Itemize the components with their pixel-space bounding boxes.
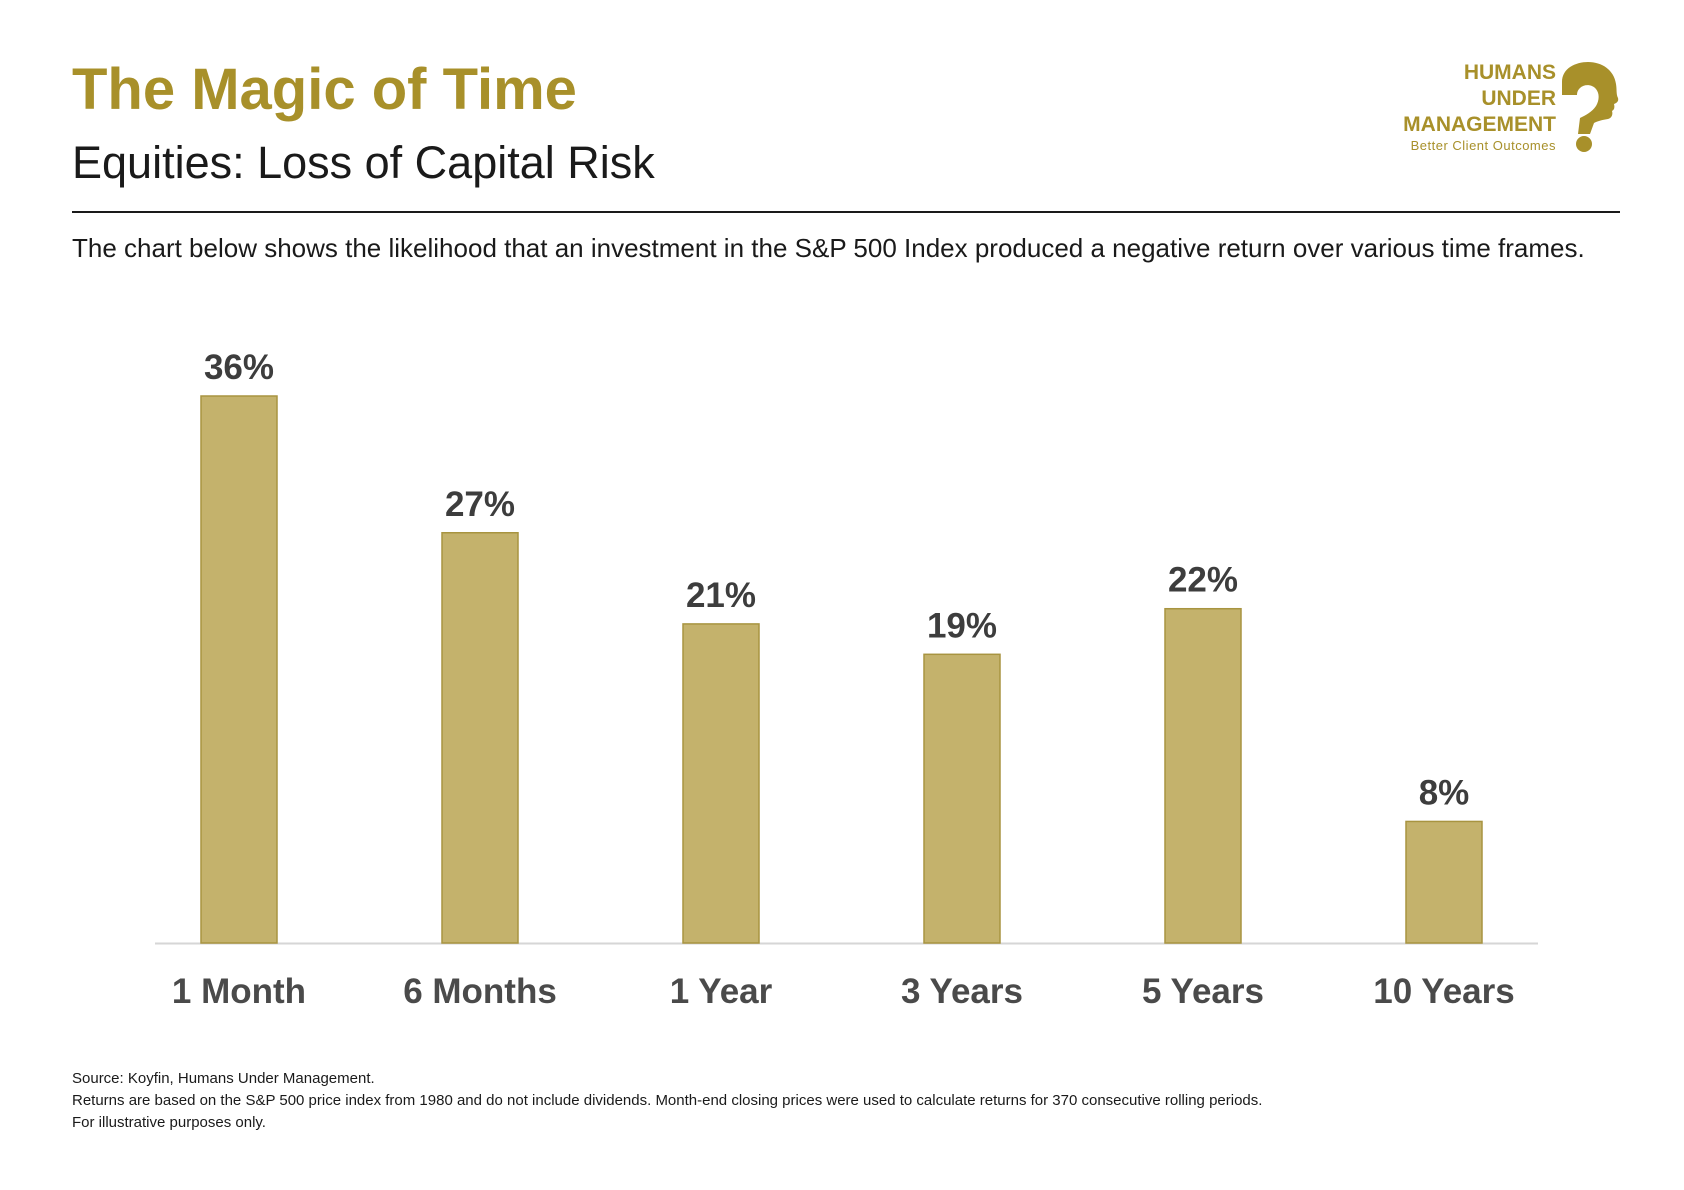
- footnotes: Source: Koyfin, Humans Under Management.…: [72, 1068, 1262, 1134]
- source-note: Source: Koyfin, Humans Under Management.: [72, 1070, 375, 1087]
- bar: [200, 395, 278, 944]
- data-label: 21%: [686, 576, 756, 615]
- category-label: 6 Months: [403, 972, 557, 1011]
- brand-logo: HUMANS UNDER MANAGEMENT Better Client Ou…: [1370, 60, 1620, 160]
- head-question-mark-icon: [1562, 62, 1619, 152]
- bar: [682, 623, 760, 944]
- category-label: 1 Month: [172, 972, 306, 1011]
- page-title: The Magic of Time: [72, 57, 577, 122]
- logo-tagline: Better Client Outcomes: [1410, 138, 1556, 153]
- category-label: 1 Year: [670, 972, 773, 1011]
- chart-description: The chart below shows the likelihood tha…: [72, 233, 1585, 263]
- data-label: 27%: [445, 485, 515, 524]
- methodology-note: Returns are based on the S&P 500 price i…: [72, 1092, 1263, 1109]
- logo-wordmark: HUMANS UNDER MANAGEMENT: [1403, 60, 1556, 138]
- bar: [441, 532, 519, 944]
- data-label: 8%: [1419, 773, 1470, 812]
- bar: [923, 653, 1001, 944]
- disclaimer-note: For illustrative purposes only.: [72, 1114, 266, 1131]
- data-label: 22%: [1168, 561, 1238, 600]
- data-label: 36%: [204, 348, 274, 387]
- category-label: 3 Years: [901, 972, 1023, 1011]
- category-label: 5 Years: [1142, 972, 1264, 1011]
- page-subtitle: Equities: Loss of Capital Risk: [72, 137, 655, 188]
- category-label: 10 Years: [1373, 972, 1514, 1011]
- logo-line-1: HUMANS: [1463, 61, 1556, 84]
- logo-line-2: UNDER: [1481, 87, 1556, 110]
- logo-line-3: MANAGEMENT: [1403, 113, 1556, 136]
- bar: [1164, 607, 1242, 944]
- header-divider: [72, 211, 1620, 213]
- data-label: 19%: [927, 606, 997, 645]
- bar: [1405, 820, 1483, 944]
